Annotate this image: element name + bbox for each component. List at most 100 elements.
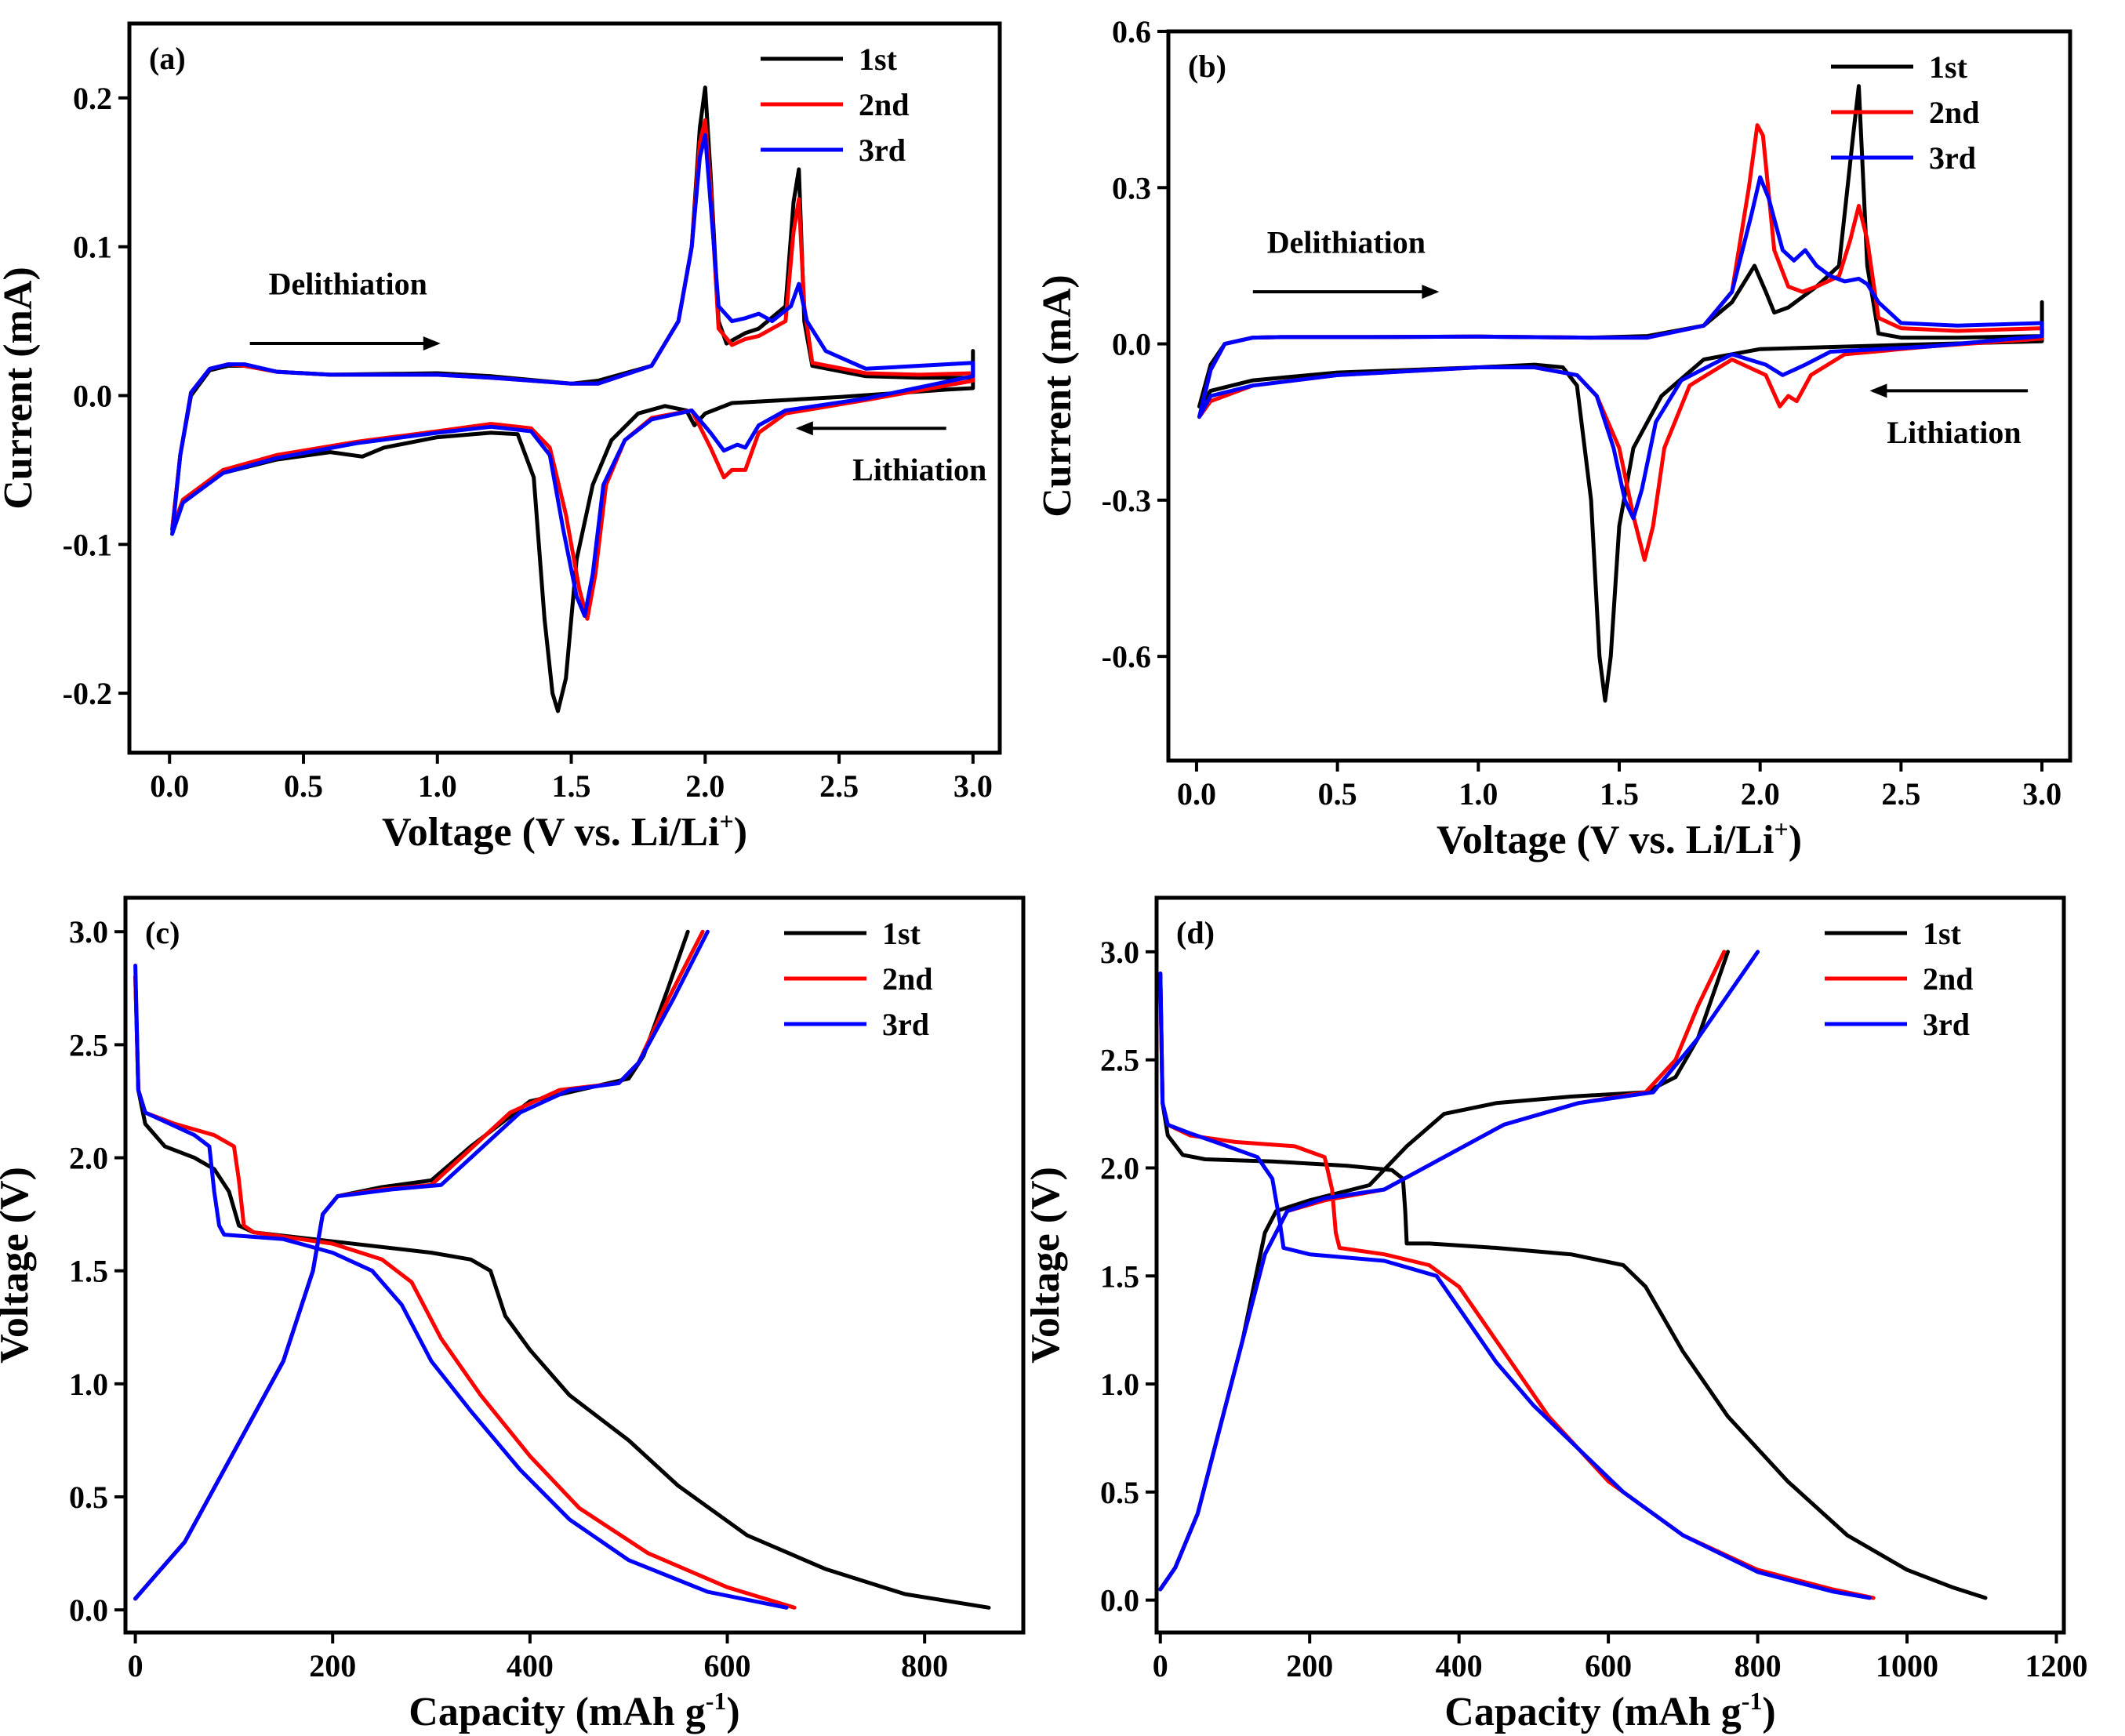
x-axis-title-tail: ) bbox=[1762, 1690, 1775, 1734]
x-tick-label: 1000 bbox=[1876, 1648, 1938, 1683]
x-tick-label: 1.5 bbox=[1600, 776, 1639, 812]
x-tick-label: 1200 bbox=[2025, 1648, 2087, 1683]
panels: 0.0 0.5 1.0 1.5 2.0 2.5 3.0 -0.2 -0.1 0.0 0.1 0.2 Vo… bbox=[0, 14, 2087, 1734]
x-axis-title-sup: + bbox=[719, 807, 733, 835]
y-tick-label: -0.6 bbox=[1102, 639, 1151, 674]
y-tick-label: 1.0 bbox=[1100, 1367, 1139, 1402]
series-line-3rd bbox=[170, 133, 975, 618]
y-tick-label: 0.5 bbox=[1100, 1475, 1139, 1510]
panel-label: (a) bbox=[149, 41, 186, 76]
legend-label: 3rd bbox=[859, 133, 906, 168]
annotation-arrow bbox=[795, 421, 946, 436]
x-tick-label: 1.0 bbox=[1458, 776, 1498, 812]
annotation-delithiation: Delithiation bbox=[1267, 224, 1426, 260]
y-tick-label: 0.0 bbox=[73, 378, 112, 413]
panel-a: 0.0 0.5 1.0 1.5 2.0 2.5 3.0 -0.2 -0.1 0.0 0.1 0.2 Vo… bbox=[0, 21, 1002, 855]
y-tick-label: 2.5 bbox=[69, 1027, 108, 1062]
x-tick-label: 2.0 bbox=[1741, 776, 1780, 812]
y-tick-label: 0.5 bbox=[69, 1480, 108, 1515]
x-axis-title-sup: -1 bbox=[1742, 1687, 1763, 1715]
y-tick-label: 0.0 bbox=[1112, 327, 1151, 362]
x-axis-title-tail: ) bbox=[1789, 818, 1802, 863]
panel-c: 0 200 400 600 800 0.0 0.5 1.0 1.5 2.0 2.5 3.0 Capaci… bbox=[0, 895, 1026, 1734]
series-line-3rd bbox=[1197, 175, 2044, 521]
x-axis-title: Capacity (mAh g-1) bbox=[1444, 1687, 1775, 1734]
y-tick-label: 0.2 bbox=[73, 81, 112, 116]
legend-label: 1st bbox=[1923, 916, 1962, 951]
x-axis-title: Voltage (V vs. Li/Li+) bbox=[1437, 815, 1802, 863]
y-tick-label: 3.0 bbox=[1100, 935, 1139, 970]
legend-label: 3rd bbox=[882, 1007, 929, 1042]
y-tick-label: -0.2 bbox=[63, 676, 112, 711]
x-tick-label: 0.0 bbox=[150, 768, 189, 804]
x-tick-label: 0 bbox=[128, 1648, 143, 1683]
x-tick-label: 600 bbox=[1585, 1648, 1632, 1683]
y-tick-label: 0.0 bbox=[69, 1593, 108, 1628]
x-tick-label: 400 bbox=[507, 1648, 554, 1683]
y-tick-label: 3.0 bbox=[69, 914, 108, 950]
x-tick-label: 200 bbox=[1286, 1648, 1333, 1683]
plot-frame bbox=[1154, 895, 2066, 1635]
legend-label: 2nd bbox=[859, 87, 910, 122]
y-axis-title: Voltage (V) bbox=[0, 1167, 37, 1364]
legend-label: 2nd bbox=[1929, 95, 1980, 130]
y-tick-label: 0.6 bbox=[1112, 14, 1151, 49]
series-line-3rd bbox=[1158, 950, 1872, 1600]
y-axis-title: Current (mA) bbox=[0, 267, 41, 510]
y-tick-label: 1.0 bbox=[69, 1367, 108, 1402]
x-axis-title-sup: -1 bbox=[706, 1687, 727, 1715]
legend-label: 2nd bbox=[1923, 961, 1974, 997]
series-line-3rd bbox=[133, 929, 789, 1610]
plot-frame bbox=[127, 21, 1002, 755]
panel-label: (c) bbox=[145, 915, 180, 950]
annotation-lithiation: Lithiation bbox=[1887, 415, 2021, 450]
panel-label: (b) bbox=[1188, 49, 1226, 84]
legend-label: 3rd bbox=[1929, 140, 1976, 176]
legend-label: 1st bbox=[859, 42, 898, 77]
x-tick-label: 800 bbox=[1735, 1648, 1782, 1683]
y-tick-label: 1.5 bbox=[1100, 1258, 1139, 1294]
legend-label: 3rd bbox=[1923, 1007, 1970, 1042]
x-tick-label: 400 bbox=[1436, 1648, 1483, 1683]
y-tick-label: 2.0 bbox=[1100, 1150, 1139, 1186]
panel-d: 0 200 400 600 800 1000 1200 0.0 0.5 1.0 1.5 2.0 2.5 3… bbox=[1023, 895, 2087, 1734]
y-tick-label: -0.3 bbox=[1102, 483, 1151, 518]
plot-frame bbox=[123, 895, 1026, 1635]
panel-b: 0.0 0.5 1.0 1.5 2.0 2.5 3.0 -0.6 -0.3 0.0 0.3 0.6 Vo… bbox=[1035, 14, 2072, 863]
y-axis-title: Current (mA) bbox=[1035, 274, 1080, 518]
x-axis-title-tail: ) bbox=[734, 810, 747, 855]
annotation-arrow bbox=[1252, 285, 1440, 300]
x-tick-label: 0.5 bbox=[284, 768, 323, 804]
x-axis-title-main: Capacity (mAh g bbox=[409, 1690, 705, 1734]
x-tick-label: 2.5 bbox=[819, 768, 859, 804]
x-tick-label: 800 bbox=[901, 1648, 948, 1683]
x-tick-label: 0.5 bbox=[1318, 776, 1357, 812]
x-tick-label: 2.0 bbox=[685, 768, 725, 804]
x-tick-label: 3.0 bbox=[954, 768, 993, 804]
x-tick-label: 0.0 bbox=[1177, 776, 1216, 812]
x-axis-title-main: Capacity (mAh g bbox=[1444, 1690, 1741, 1734]
y-tick-label: 0.3 bbox=[1112, 170, 1151, 205]
x-tick-label: 1.5 bbox=[552, 768, 591, 804]
y-tick-label: 2.0 bbox=[69, 1141, 108, 1176]
y-tick-label: -0.1 bbox=[63, 527, 112, 562]
x-tick-label: 3.0 bbox=[2022, 776, 2061, 812]
x-tick-label: 0 bbox=[1153, 1648, 1168, 1683]
annotation-lithiation: Lithiation bbox=[852, 452, 986, 488]
legend-label: 1st bbox=[882, 916, 921, 951]
x-tick-label: 600 bbox=[704, 1648, 751, 1683]
x-tick-label: 200 bbox=[309, 1648, 356, 1683]
y-axis-title: Voltage (V) bbox=[1023, 1167, 1068, 1364]
x-axis-title-main: Voltage (V vs. Li/Li bbox=[1437, 818, 1774, 863]
x-axis-title: Voltage (V vs. Li/Li+) bbox=[382, 807, 747, 855]
y-tick-label: 1.5 bbox=[69, 1254, 108, 1289]
y-tick-label: 0.1 bbox=[73, 230, 112, 265]
annotation-arrow bbox=[249, 336, 441, 351]
x-axis-title: Capacity (mAh g-1) bbox=[409, 1687, 739, 1734]
y-tick-label: 0.0 bbox=[1100, 1583, 1139, 1618]
x-tick-label: 2.5 bbox=[1881, 776, 1920, 812]
legend-label: 1st bbox=[1929, 49, 1968, 85]
annotation-delithiation: Delithiation bbox=[269, 266, 427, 301]
